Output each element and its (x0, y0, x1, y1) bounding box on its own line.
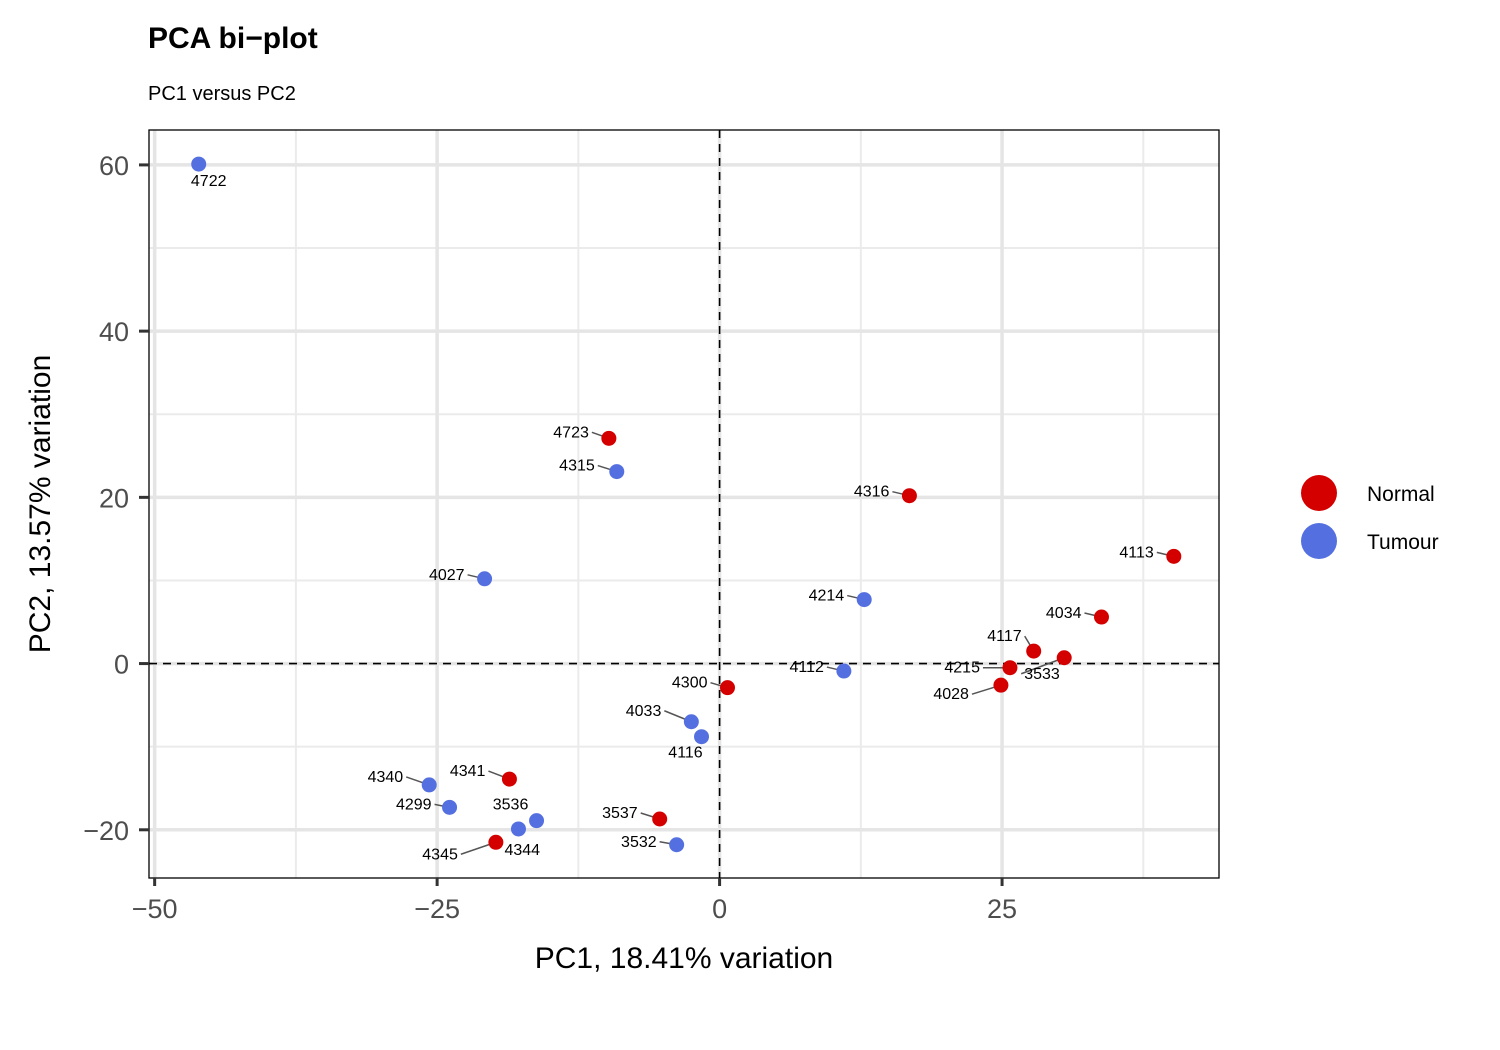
point-label: 4315 (559, 458, 595, 475)
data-point-normal (901, 488, 917, 504)
data-point-tumour (529, 813, 545, 829)
point-label: 4034 (1046, 605, 1082, 622)
data-point-tumour (836, 663, 852, 679)
point-label: 4112 (789, 659, 824, 676)
label-leader-line (1020, 657, 1065, 675)
data-point-normal (488, 834, 504, 850)
point-label: 4345 (422, 846, 458, 863)
point-label: 3536 (493, 797, 529, 814)
data-point-normal (720, 680, 736, 696)
point-label: 4033 (626, 703, 662, 720)
point-label: 4341 (450, 763, 486, 780)
data-point-tumour (510, 821, 526, 837)
point-label: 4117 (987, 628, 1022, 645)
data-point-tumour (191, 156, 207, 172)
point-label: 4299 (396, 796, 432, 813)
legend-label-tumour: Tumour (1367, 531, 1439, 554)
point-label: 4028 (933, 686, 969, 703)
point-label: 4113 (1119, 544, 1154, 561)
y-axis-label: PC2, 13.57% variation (24, 355, 57, 654)
data-point-normal (993, 677, 1009, 693)
data-point-normal (652, 811, 668, 827)
y-tick-label: 20 (99, 483, 129, 513)
point-label: 3537 (602, 805, 638, 822)
point-label: 4300 (672, 675, 708, 692)
point-label: 4214 (809, 588, 845, 605)
data-point-tumour (442, 799, 458, 815)
data-point-tumour (856, 592, 872, 608)
y-tick-label: −20 (83, 816, 129, 846)
gridlines (149, 130, 1219, 878)
point-label: 4215 (944, 660, 980, 677)
data-point-normal (601, 430, 617, 446)
x-axis-ticks: −50 −25 0 25 (132, 878, 1017, 924)
chart-title: PCA bi−plot (148, 22, 318, 55)
data-point-normal (1026, 643, 1042, 659)
point-label: 3532 (621, 834, 657, 851)
point-label: 4344 (504, 842, 540, 859)
data-point-tumour (609, 464, 625, 480)
y-tick-label: 60 (99, 151, 129, 181)
point-label: 4723 (553, 424, 589, 441)
data-point-tumour (421, 777, 437, 793)
legend-label-normal: Normal (1367, 483, 1435, 506)
data-point-tumour (683, 714, 699, 730)
data-points (191, 156, 1182, 853)
data-point-tumour (669, 837, 685, 853)
legend: Normal Tumour (1301, 475, 1439, 559)
data-point-tumour (694, 729, 710, 745)
point-label: 4027 (429, 567, 465, 584)
point-label: 4340 (368, 769, 404, 786)
plot-panel-border (148, 129, 1220, 879)
x-tick-label: 0 (712, 894, 727, 924)
x-tick-label: 25 (987, 894, 1017, 924)
point-label: 4722 (191, 173, 227, 190)
chart-subtitle: PC1 versus PC2 (148, 83, 296, 105)
legend-marker-normal (1301, 475, 1337, 511)
y-axis-ticks: 60 40 20 0 −20 (83, 151, 149, 846)
y-tick-label: 40 (99, 317, 129, 347)
point-labels: 4723 4316 4113 4034 4117 3533 4215 4028 4300 4341… (191, 173, 1154, 863)
data-point-normal (501, 771, 517, 787)
point-label: 4116 (668, 745, 703, 762)
y-tick-label: 0 (114, 650, 129, 680)
data-point-tumour (477, 571, 493, 587)
legend-marker-tumour (1301, 523, 1337, 559)
x-tick-label: −25 (414, 894, 460, 924)
data-point-normal (1056, 650, 1072, 666)
data-point-normal (1002, 660, 1018, 676)
x-axis-label: PC1, 18.41% variation (535, 942, 834, 975)
reference-lines (149, 130, 1219, 878)
x-tick-label: −50 (132, 894, 178, 924)
point-label: 4316 (854, 484, 890, 501)
data-point-normal (1166, 548, 1182, 564)
data-point-normal (1093, 609, 1109, 625)
point-label: 3533 (1024, 666, 1060, 683)
